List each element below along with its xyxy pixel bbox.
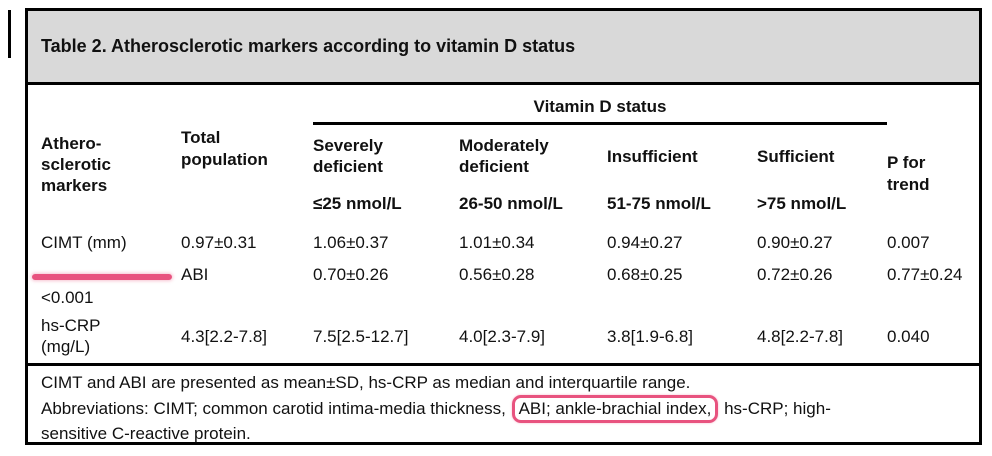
column-header-total-population: Total population xyxy=(181,128,268,169)
cell-insufficient: 0.94±0.27 xyxy=(607,233,683,252)
cell-severely: 0.56±0.28 xyxy=(459,264,535,284)
cell-severely: 7.5[2.5-12.7] xyxy=(313,326,409,346)
cell-total: 0.97±0.31 xyxy=(181,233,257,252)
column-header-p-for-trend: P for trend xyxy=(887,153,930,194)
column-header-sufficient: Sufficient xyxy=(757,146,835,166)
column-header-insufficient: Insufficient xyxy=(607,146,698,166)
cell-p-value: 0.007 xyxy=(887,233,930,252)
column-header-markers: Athero- sclerotic markers xyxy=(41,134,111,195)
table-row-cimt: CIMT (mm) 0.97±0.31 1.06±0.37 1.01±0.34 … xyxy=(41,223,979,263)
table-row-abi: ABI 0.70±0.26 0.56±0.28 0.68±0.25 0.72±0… xyxy=(32,263,979,309)
cell-insufficient: 3.8[1.9-6.8] xyxy=(607,326,694,346)
range-sufficient: >75 nmol/L xyxy=(757,194,847,213)
cell-p-value: <0.001 xyxy=(41,287,94,307)
cell-total: 4.3[2.2-7.8] xyxy=(181,326,268,346)
group-header-vitamin-d-status: Vitamin D status xyxy=(313,97,887,125)
cell-severely: 1.06±0.37 xyxy=(313,233,389,252)
cell-moderately: 0.68±0.25 xyxy=(607,264,683,284)
footnote-line-1: CIMT and ABI are presented as mean±SD, h… xyxy=(41,373,691,392)
range-severely-deficient: ≤25 nmol/L xyxy=(313,194,402,213)
cell-sufficient: 0.77±0.24 xyxy=(887,264,963,284)
table-frame: Table 2. Atherosclerotic markers accordi… xyxy=(25,8,982,445)
table-row-hscrp: hs-CRP (mg/L) 4.3[2.2-7.8] 7.5[2.5-12.7]… xyxy=(41,309,979,363)
page-border-artifact xyxy=(8,10,11,58)
abi-row-highlight xyxy=(32,273,172,280)
range-moderately-deficient: 26-50 nmol/L xyxy=(459,194,563,213)
table-footnotes: CIMT and ABI are presented as mean±SD, h… xyxy=(28,363,979,447)
row-label: ABI xyxy=(181,264,209,284)
cell-moderately: 1.01±0.34 xyxy=(459,233,535,252)
cell-p-value: 0.040 xyxy=(887,326,930,346)
footnote-line-3: sensitive C-reactive protein. xyxy=(41,424,251,443)
table-body: Vitamin D status Athero- sclerotic marke… xyxy=(28,85,979,363)
footnote-line-2: Abbreviations: CIMT; common carotid inti… xyxy=(41,394,967,423)
row-label: hs-CRP (mg/L) xyxy=(41,316,101,356)
table-header: Vitamin D status Athero- sclerotic marke… xyxy=(41,85,979,223)
cell-moderately: 4.0[2.3-7.9] xyxy=(459,326,546,346)
table-title: Table 2. Atherosclerotic markers accordi… xyxy=(41,36,576,56)
cell-insufficient: 0.72±0.26 xyxy=(757,264,833,284)
cell-sufficient: 0.90±0.27 xyxy=(757,233,833,252)
table-title-band: Table 2. Atherosclerotic markers accordi… xyxy=(28,11,979,85)
cell-total: 0.70±0.26 xyxy=(313,264,389,284)
abi-abbreviation-highlight: ABI; ankle-brachial index, xyxy=(511,394,719,423)
range-insufficient: 51-75 nmol/L xyxy=(607,194,711,213)
cell-sufficient: 4.8[2.2-7.8] xyxy=(757,326,844,346)
column-header-moderately-deficient: Moderately deficient xyxy=(459,136,549,176)
row-label: CIMT (mm) xyxy=(41,233,127,252)
column-header-severely-deficient: Severely deficient xyxy=(313,136,383,176)
